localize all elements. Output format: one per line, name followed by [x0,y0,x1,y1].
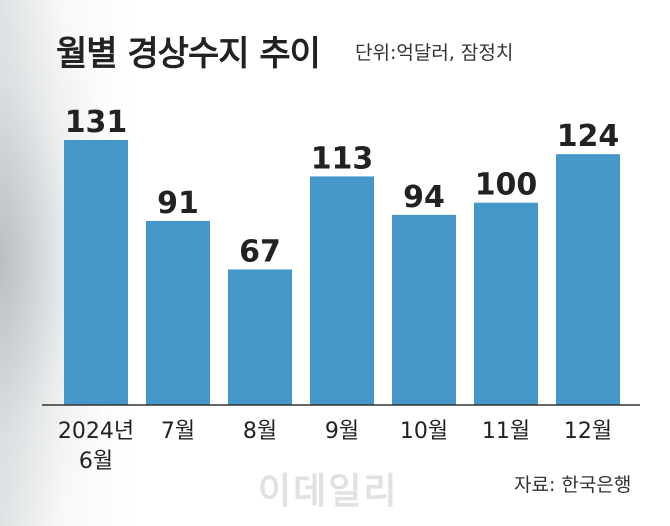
x-tick-label-3-0: 9월 [325,419,359,444]
bar-2 [228,269,292,405]
bar-4 [392,214,456,405]
bar-value-label-0: 131 [65,105,128,140]
bar-value-label-1: 91 [157,186,199,221]
x-tick-label-0-1: 6월 [79,449,113,474]
source-note: 자료: 한국은행 [514,474,632,496]
x-tick-label-2-0: 8월 [243,419,277,444]
bar-value-label-6: 124 [557,119,620,154]
bar-value-label-5: 100 [475,168,538,203]
bar-0 [64,140,128,405]
x-tick-label-4-0: 10월 [400,419,448,444]
bar-1 [146,220,210,405]
bar-6 [556,154,620,405]
x-tick-label-5-0: 11월 [482,419,530,444]
bar-5 [474,202,538,405]
chart-unit-note: 단위:억달러, 잠정치 [355,42,514,64]
x-tick-label-0-0: 2024년 [58,419,134,444]
bar-3 [310,176,374,405]
chart-title: 월별 경상수지 추이 [56,34,321,74]
bar-value-label-2: 67 [239,234,281,269]
bar-value-label-4: 94 [403,180,445,215]
x-tick-label-1-0: 7월 [161,419,195,444]
x-tick-label-6-0: 12월 [564,419,612,444]
bar-value-label-3: 113 [311,141,374,176]
watermark-logo: 이데일리 [258,471,399,512]
